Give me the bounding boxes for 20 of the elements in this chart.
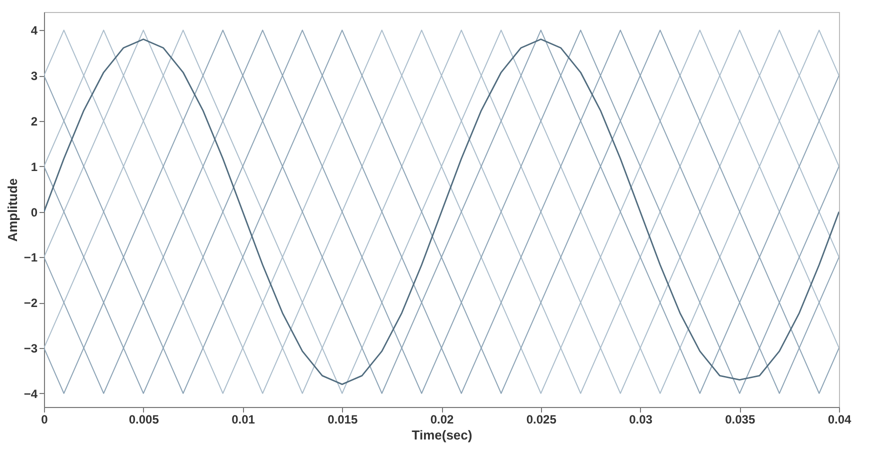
x-tick-label: 0.01 [232,412,256,426]
x-tick-label: 0 [41,412,48,426]
x-tick-label: 0.04 [828,412,852,426]
y-tick-label: 3 [30,69,38,84]
x-tick-label: 0.015 [328,412,358,426]
y-tick-label: 0 [30,205,38,220]
x-axis-title: Time(sec) [412,428,472,442]
y-axis-title: Amplitude [4,178,20,242]
y-tick-label: 1 [30,160,38,174]
x-tick-label: 0.005 [128,412,160,426]
x-tick-label: 0.02 [430,412,454,426]
x-tick-label: 0.03 [629,412,653,426]
y-tick-label: −4 [24,386,38,401]
y-tick-label: −1 [24,250,38,265]
x-tick-label: 0.035 [725,412,756,426]
y-tick-label: 2 [30,114,38,128]
x-tick-label: 0.025 [526,412,557,426]
y-tick-label: −3 [24,341,38,356]
y-tick-label: −2 [24,296,38,310]
y-tick-label: 4 [30,24,38,38]
